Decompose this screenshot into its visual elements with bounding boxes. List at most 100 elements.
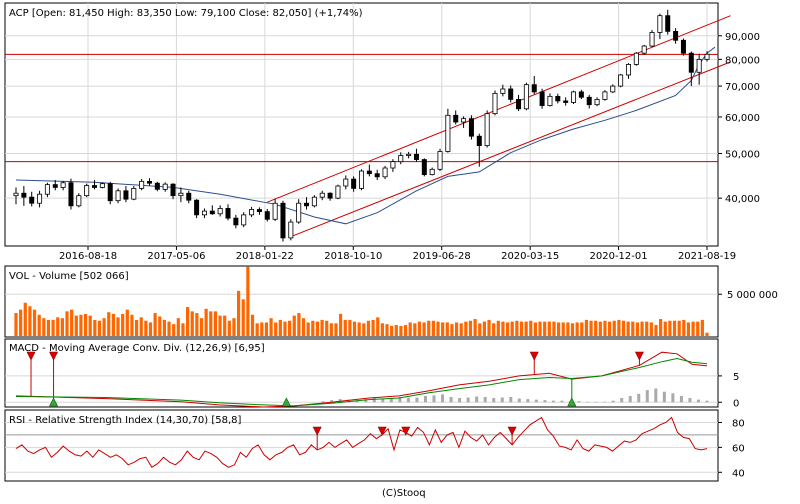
candle-body — [531, 84, 537, 93]
price-x-tick-label: 2020-12-01 — [590, 251, 648, 262]
volume-bar — [617, 319, 621, 336]
candle-body — [673, 30, 679, 41]
candle-body — [209, 210, 215, 215]
rsi-panel: 40 60 80 RSI - Relative Strength Index (14… — [4, 409, 745, 482]
volume-bar — [148, 322, 153, 336]
macd-histogram-bar — [466, 397, 470, 403]
candle-body — [571, 91, 577, 103]
volume-bar — [436, 321, 440, 336]
macd-histogram-bar — [372, 398, 376, 403]
volume-bar — [227, 320, 231, 336]
volume-bar — [654, 325, 658, 336]
volume-bar — [603, 320, 607, 336]
candle-body — [335, 185, 341, 199]
macd-histogram-bar — [389, 398, 393, 403]
candle-body — [563, 100, 569, 103]
volume-bar — [584, 319, 589, 336]
candle-body — [52, 184, 58, 188]
volume-bar — [362, 323, 366, 336]
price-x-tick-label: 2018-10-10 — [324, 251, 382, 262]
macd-histogram-bar — [594, 401, 598, 403]
volume-bar — [464, 321, 468, 336]
volume-bar — [204, 308, 208, 336]
candle-body — [21, 192, 27, 198]
volume-bar — [598, 321, 602, 336]
macd-buy-signal-marker — [49, 397, 59, 407]
candle-body — [484, 113, 490, 147]
candle-body — [445, 114, 451, 152]
candle-body — [178, 192, 184, 197]
macd-histogram-bar — [705, 400, 709, 403]
volume-bar — [209, 311, 213, 336]
price-grid — [5, 3, 718, 246]
volume-bar — [93, 319, 97, 336]
macd-histogram-bar — [688, 398, 692, 403]
volume-bar — [399, 325, 403, 336]
candle-body — [84, 185, 90, 197]
volume-bar — [547, 321, 551, 336]
volume-bar — [519, 321, 524, 336]
volume-bar — [482, 321, 486, 336]
macd-histogram-bar — [492, 398, 496, 403]
macd-histogram-bar — [543, 400, 547, 403]
candle-body — [296, 202, 302, 223]
volume-bar — [524, 321, 528, 336]
macd-panel-title: MACD - Moving Average Conv. Div. (12,26,… — [9, 343, 265, 354]
candle-body — [131, 187, 137, 200]
price-x-tick-label: 2017-05-06 — [147, 251, 205, 262]
volume-bar — [352, 321, 357, 336]
candle-body — [366, 170, 372, 175]
candle-body — [594, 99, 600, 106]
volume-bar — [385, 324, 389, 336]
volume-bar — [60, 318, 64, 336]
candle-body — [60, 182, 66, 188]
volume-bar — [348, 319, 352, 336]
volume-bar — [645, 321, 649, 336]
volume-bar — [237, 290, 241, 336]
candle-body — [578, 91, 584, 98]
volume-bar — [42, 318, 46, 336]
price-moving-average — [15, 46, 716, 225]
volume-bar — [264, 322, 269, 336]
macd-y-tick-label: 0 — [733, 398, 739, 409]
price-y-tick-label: 90,000 — [725, 32, 760, 43]
candle-body — [154, 182, 160, 190]
volume-bar — [408, 322, 412, 336]
price-y-tick-label: 40,000 — [725, 194, 760, 205]
macd-histogram-bar — [483, 396, 487, 403]
candle-body — [390, 161, 396, 169]
candle-body — [586, 96, 592, 106]
volume-bar — [130, 314, 134, 336]
macd-sell-signal-marker — [634, 351, 644, 361]
volume-bar — [468, 320, 473, 336]
volume-bar — [343, 319, 347, 336]
volume-bar — [668, 320, 672, 336]
macd-histogram-bar — [432, 395, 436, 403]
price-x-tick-label: 2016-08-18 — [59, 251, 117, 262]
candle-body — [602, 91, 608, 100]
volume-bar — [311, 320, 315, 336]
rsi-signal-marker — [507, 426, 517, 436]
volume-bar — [74, 315, 78, 336]
candle-body — [625, 64, 631, 76]
volume-bar — [390, 325, 394, 336]
volume-bar — [682, 319, 686, 336]
macd-panel: 05 MACD - Moving Average Conv. Div. (12,… — [4, 338, 739, 409]
candle-body — [13, 192, 19, 197]
volume-bar — [172, 324, 176, 336]
volume-bar — [608, 321, 612, 336]
macd-histogram-bar — [509, 396, 513, 403]
volume-bar — [515, 320, 519, 336]
candle-body — [382, 167, 388, 178]
volume-bar — [125, 309, 129, 336]
volume-bar — [232, 318, 236, 336]
volume-bar — [181, 323, 185, 336]
volume-bar — [696, 321, 700, 336]
volume-bar — [46, 319, 51, 336]
candle-body — [233, 217, 239, 226]
rsi-y-tick-label: 80 — [732, 418, 745, 429]
volume-bar — [102, 318, 106, 336]
volume-bar — [325, 320, 329, 336]
volume-bar — [19, 309, 23, 336]
